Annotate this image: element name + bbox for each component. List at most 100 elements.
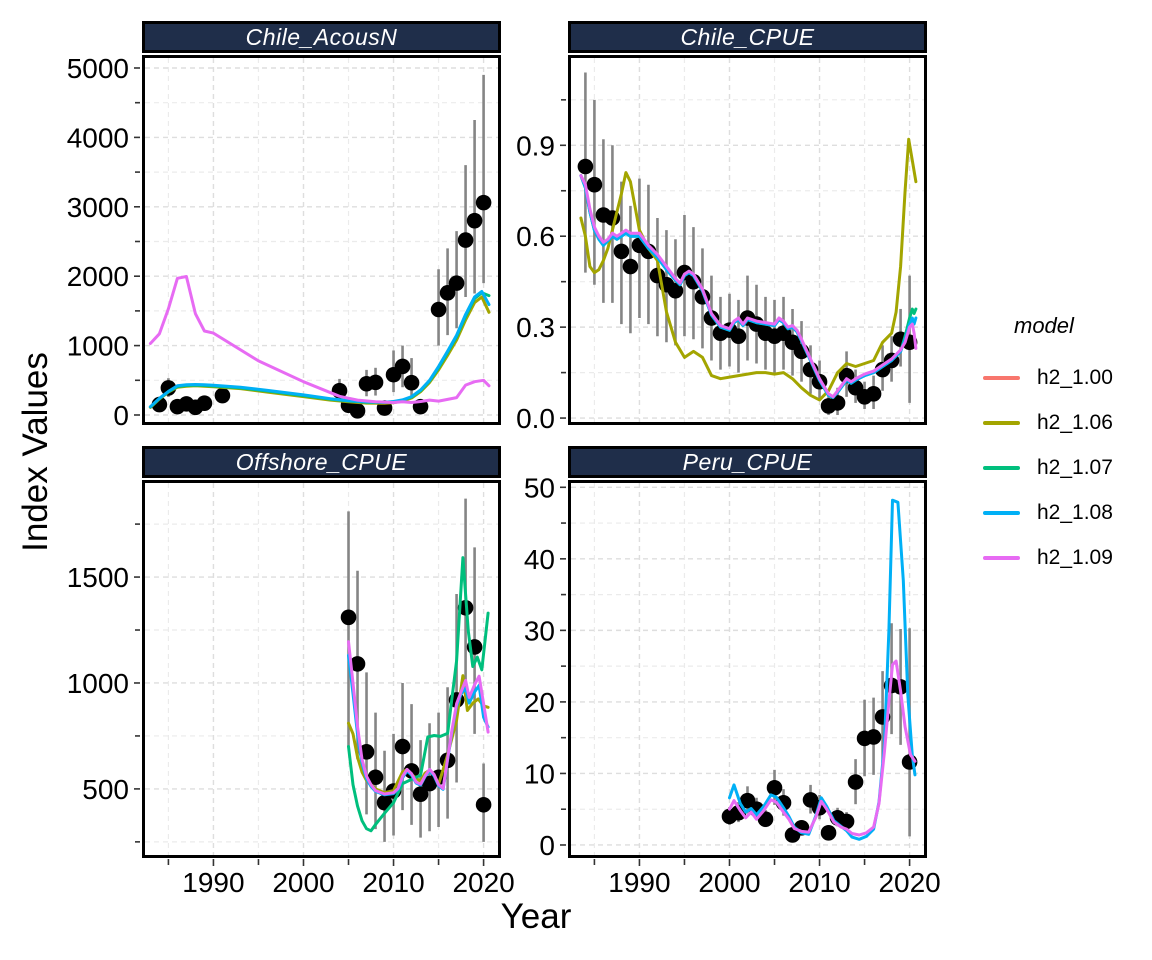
x-tick-label: 1990 [608, 867, 670, 898]
facet-chile-acousn: Chile_AcousN 0 1000 2000 3000 4000 5000 [67, 21, 501, 431]
facet-title: Chile_CPUE [680, 23, 815, 50]
y-tick-label: 4000 [67, 122, 129, 153]
gridlines [571, 58, 924, 422]
facet-panel: 0 10 20 30 40 50 1990 2000 2010 2020 [524, 472, 941, 898]
data-point [412, 786, 429, 803]
legend-line-swatch [983, 510, 1020, 515]
data-point [613, 243, 630, 260]
legend-title: model [1014, 313, 1074, 338]
y-tick-label: 3000 [67, 192, 129, 223]
facet-plot: 500 1000 1500 1990 2000 2010 2020 [67, 483, 515, 898]
legend-entry-label: h2_1.08 [1037, 500, 1113, 524]
legend-entry: h2_1.08 [983, 490, 1113, 535]
data-point [349, 656, 366, 672]
data-point [367, 374, 384, 391]
legend-entries: h2_1.00 h2_1.06 h2_1.07 h2_1.08 h2_1.09 [983, 355, 1113, 580]
data-point [475, 796, 492, 813]
x-tick-label: 2000 [698, 867, 760, 898]
legend-entry: h2_1.06 [983, 400, 1113, 445]
axis: 0.0 0.3 0.6 0.9 [516, 99, 566, 434]
legend-entry: h2_1.00 [983, 355, 1113, 400]
data-point [829, 395, 846, 411]
axis: 0 10 20 30 40 50 1990 2000 2010 2020 [524, 472, 941, 898]
data-point [367, 769, 384, 786]
data-point [394, 738, 411, 755]
facet-panel: 500 1000 1500 1990 2000 2010 2020 [67, 480, 515, 898]
data-point [403, 763, 420, 779]
data-point [667, 282, 684, 299]
x-axis-title: Year [500, 897, 572, 936]
data-point [457, 232, 474, 248]
data-point [865, 386, 882, 402]
facet-peru-cpue: Peru_CPUE 0 10 20 30 40 50 1990 2000 2010 2020 [524, 446, 941, 898]
y-tick-label: 1500 [67, 562, 129, 593]
legend-line-swatch [983, 375, 1020, 380]
series-line-h2_1.08 [728, 498, 917, 841]
x-tick-label: 2000 [272, 867, 334, 898]
data-point [430, 301, 447, 318]
y-tick-label: 0.3 [516, 312, 555, 343]
legend: model h2_1.00 h2_1.06 h2_1.07 h2_1.08 h2_1.0… [983, 313, 1113, 580]
series-line-h2_1.09 [148, 275, 491, 404]
axis: 0 1000 2000 3000 4000 5000 [67, 53, 140, 431]
data-point [160, 380, 177, 396]
data-point [448, 275, 465, 291]
data-point [820, 825, 837, 841]
series-line-h2_1.09 [579, 174, 918, 399]
facet-title: Offshore_CPUE [235, 448, 408, 475]
facet-plot: 0.0 0.3 0.6 0.9 [516, 58, 924, 434]
y-tick-label: 1000 [67, 331, 129, 362]
y-tick-label: 30 [524, 615, 555, 646]
data-point [196, 395, 213, 411]
y-tick-label: 0.9 [516, 130, 555, 161]
facet-title: Chile_AcousN [245, 23, 398, 50]
axis: 500 1000 1500 1990 2000 2010 2020 [67, 523, 515, 898]
legend-entry-label: h2_1.06 [1037, 410, 1113, 434]
data-point [865, 729, 882, 745]
data-point [766, 779, 783, 796]
data-point [577, 158, 594, 175]
legend-line-swatch [983, 465, 1020, 470]
y-tick-label: 40 [524, 544, 555, 575]
y-tick-label: 0.0 [516, 403, 555, 434]
data-point [394, 358, 411, 375]
series-line-h2_1.06 [579, 137, 918, 402]
facet-strip: Offshore_CPUE [142, 446, 501, 478]
data-point [622, 258, 639, 275]
legend-entry-label: h2_1.07 [1037, 455, 1113, 479]
data-point [466, 212, 483, 229]
facet-panel: 0.0 0.3 0.6 0.9 [516, 55, 927, 434]
facet-offshore-cpue: Offshore_CPUE 500 1000 1500 1990 2000 2010 202… [67, 446, 515, 898]
y-tick-label: 10 [524, 758, 555, 789]
legend-line-swatch [983, 420, 1020, 425]
series-line-h2_1.09 [728, 659, 917, 837]
error-bars [158, 74, 485, 415]
legend-entry-label: h2_1.00 [1037, 365, 1113, 389]
data-point [349, 403, 366, 419]
facet-plot: 0 1000 2000 3000 4000 5000 [67, 53, 498, 431]
data-point [838, 813, 855, 830]
data-point [730, 328, 747, 345]
y-tick-label: 0 [113, 400, 129, 431]
facet-chile-cpue: Chile_CPUE 0.0 0.3 0.6 0.9 [516, 21, 927, 434]
x-tick-label: 2010 [362, 867, 424, 898]
facet-strip: Peru_CPUE [568, 446, 927, 478]
observed-points [721, 677, 918, 843]
y-tick-label: 50 [524, 472, 555, 503]
x-tick-label: 1990 [182, 867, 244, 898]
y-tick-label: 5000 [67, 53, 129, 84]
y-tick-label: 0.6 [516, 221, 555, 252]
facet-plot: 0 10 20 30 40 50 1990 2000 2010 2020 [524, 472, 941, 898]
data-point [403, 374, 420, 391]
legend-line-swatch [983, 555, 1020, 560]
x-tick-label: 2010 [788, 867, 850, 898]
y-tick-label: 2000 [67, 261, 129, 292]
facet-title: Peru_CPUE [682, 448, 813, 475]
legend-entry: h2_1.09 [983, 535, 1113, 580]
data-point [214, 387, 231, 404]
data-point [586, 176, 603, 193]
series-line-h2_1.07 [347, 556, 490, 833]
facet-panel: 0 1000 2000 3000 4000 5000 [67, 53, 501, 431]
data-point [475, 194, 492, 211]
data-point [847, 774, 864, 790]
